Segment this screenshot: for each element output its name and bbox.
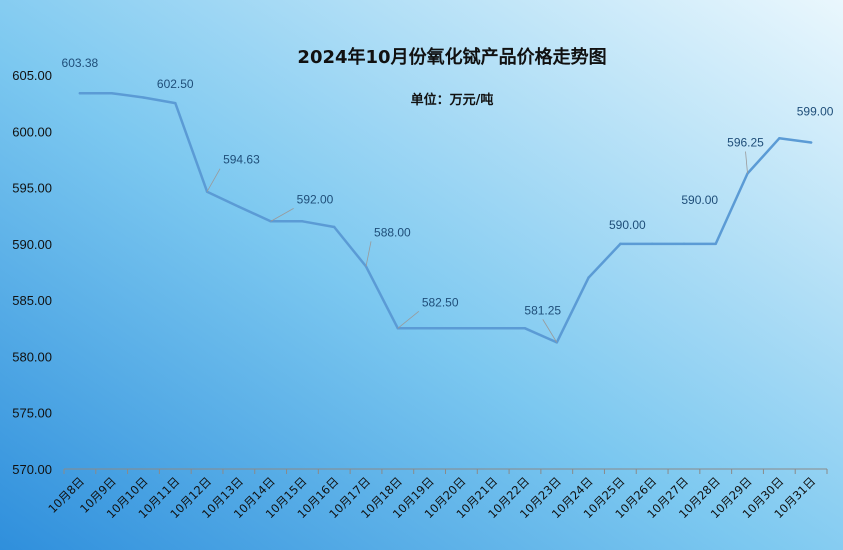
data-point xyxy=(650,242,654,246)
data-point xyxy=(809,141,813,144)
y-tick-label: 575.00 xyxy=(12,406,52,421)
data-label: 603.38 xyxy=(62,56,99,70)
data-label-leader xyxy=(365,241,372,267)
data-point xyxy=(174,101,177,105)
data-point xyxy=(714,242,717,246)
data-label: 596.25 xyxy=(727,136,764,150)
data-label: 581.25 xyxy=(524,303,561,317)
y-tick-label: 595.00 xyxy=(12,181,52,196)
y-tick-label: 605.00 xyxy=(12,68,52,83)
axes: 570.00 575.00 580.00 585.00 590.00 595.00 600.… xyxy=(12,68,828,521)
data-label: 602.50 xyxy=(157,77,194,91)
data-label: 594.63 xyxy=(223,153,260,167)
data-point xyxy=(460,327,463,330)
data-label: 590.00 xyxy=(609,218,646,232)
data-label-leader xyxy=(270,207,294,222)
data-label-leader xyxy=(397,310,420,329)
y-tick-label: 570.00 xyxy=(12,462,52,477)
data-point xyxy=(587,276,590,279)
data-label-leader xyxy=(745,151,748,174)
data-label: 582.50 xyxy=(422,295,459,309)
data-point xyxy=(78,92,82,95)
data-label-leader xyxy=(542,319,558,343)
data-point xyxy=(491,327,495,330)
data-label: 590.00 xyxy=(681,193,718,207)
data-label-layer: 603.38 602.50 594.63 592.00 588.00 582.50 581.… xyxy=(62,56,834,343)
data-label: 592.00 xyxy=(297,192,334,206)
data-label-leader xyxy=(206,168,221,192)
data-label: 599.00 xyxy=(797,105,834,119)
data-point xyxy=(333,225,336,229)
price-series-line xyxy=(78,91,813,344)
y-tick-label: 600.00 xyxy=(12,124,52,139)
data-point xyxy=(110,92,113,95)
data-point xyxy=(142,96,145,99)
y-tick-label: 585.00 xyxy=(12,293,52,308)
data-point xyxy=(619,242,622,246)
data-point xyxy=(301,220,304,223)
data-point xyxy=(778,137,781,140)
chart-subtitle: 单位：万元/吨 xyxy=(411,92,494,108)
data-point xyxy=(428,327,431,330)
data-label: 588.00 xyxy=(374,225,411,239)
data-point xyxy=(523,327,527,330)
chart-title: 2024年10月份氧化铽产品价格走势图 xyxy=(297,46,606,68)
y-tick-label: 580.00 xyxy=(12,349,52,364)
y-tick-label: 590.00 xyxy=(12,237,52,252)
data-point xyxy=(237,205,241,208)
data-point xyxy=(682,242,686,246)
